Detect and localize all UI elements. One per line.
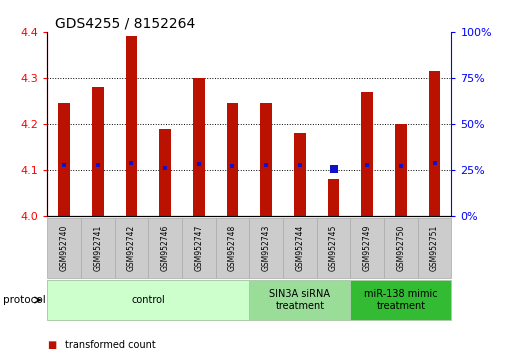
Bar: [193, 78, 205, 216]
Text: GSM952750: GSM952750: [397, 224, 405, 271]
Bar: [227, 103, 239, 216]
Bar: [384, 218, 418, 278]
Text: GSM952743: GSM952743: [262, 224, 271, 271]
Bar: [182, 218, 215, 278]
Text: transformed count: transformed count: [65, 340, 156, 350]
Bar: [283, 218, 317, 278]
Bar: [395, 124, 407, 216]
Text: GSM952742: GSM952742: [127, 225, 136, 271]
Bar: [92, 87, 104, 216]
Bar: [328, 179, 340, 216]
Bar: [159, 129, 171, 216]
Text: GSM952746: GSM952746: [161, 224, 170, 271]
Bar: [47, 218, 81, 278]
Bar: [249, 218, 283, 278]
Text: GSM952741: GSM952741: [93, 225, 102, 271]
Bar: [58, 103, 70, 216]
Text: GSM952744: GSM952744: [295, 224, 304, 271]
Text: control: control: [131, 295, 165, 305]
Bar: [294, 133, 306, 216]
Text: GDS4255 / 8152264: GDS4255 / 8152264: [55, 17, 195, 31]
Text: GSM952745: GSM952745: [329, 224, 338, 271]
Bar: [418, 218, 451, 278]
Bar: [350, 280, 451, 320]
Bar: [350, 218, 384, 278]
Text: protocol: protocol: [3, 295, 45, 305]
Text: SIN3A siRNA
treatment: SIN3A siRNA treatment: [269, 289, 330, 311]
Bar: [126, 36, 137, 216]
Text: GSM952748: GSM952748: [228, 225, 237, 271]
Text: GSM952740: GSM952740: [60, 224, 69, 271]
Text: GSM952747: GSM952747: [194, 224, 203, 271]
Bar: [81, 218, 114, 278]
Bar: [47, 280, 249, 320]
Bar: [361, 92, 373, 216]
Text: GSM952749: GSM952749: [363, 224, 372, 271]
Text: miR-138 mimic
treatment: miR-138 mimic treatment: [364, 289, 438, 311]
Bar: [114, 218, 148, 278]
Bar: [260, 103, 272, 216]
Bar: [148, 218, 182, 278]
Bar: [317, 218, 350, 278]
Text: ■: ■: [47, 340, 56, 350]
Bar: [215, 218, 249, 278]
Bar: [429, 71, 441, 216]
Text: GSM952751: GSM952751: [430, 225, 439, 271]
Bar: [249, 280, 350, 320]
